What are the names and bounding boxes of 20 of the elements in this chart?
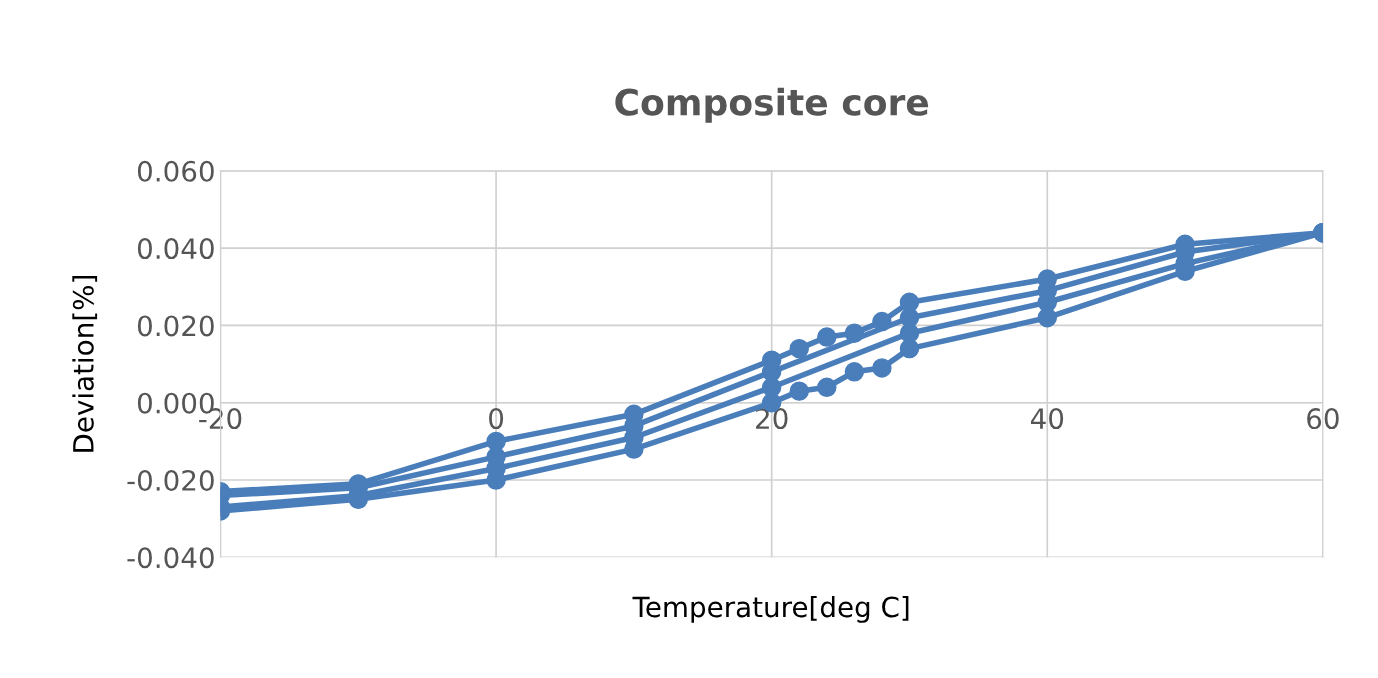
- x-tick-label: 20: [756, 408, 788, 430]
- point: [789, 338, 809, 359]
- y-tick-label: -0.020: [127, 469, 214, 491]
- x-tick-label: 40: [1030, 408, 1064, 430]
- chart-title: Composite core: [615, 87, 929, 123]
- y-tick-label: -0.040: [127, 547, 214, 569]
- y-axis-title: Deviation[%]: [72, 276, 98, 452]
- point: [872, 358, 892, 378]
- x-tick-label: 60: [1307, 408, 1339, 430]
- point: [844, 362, 865, 382]
- y-tick-label: 0.040: [137, 238, 214, 260]
- point: [817, 327, 837, 347]
- y-tick-label: 0.060: [137, 160, 214, 182]
- point: [899, 338, 920, 359]
- y-tick-label: 0.020: [137, 315, 214, 337]
- x-axis-title: Temperature[deg C]: [632, 595, 909, 623]
- point: [817, 377, 837, 397]
- point: [789, 381, 809, 401]
- point: [1037, 307, 1058, 328]
- x-tick-label: 0: [489, 408, 504, 430]
